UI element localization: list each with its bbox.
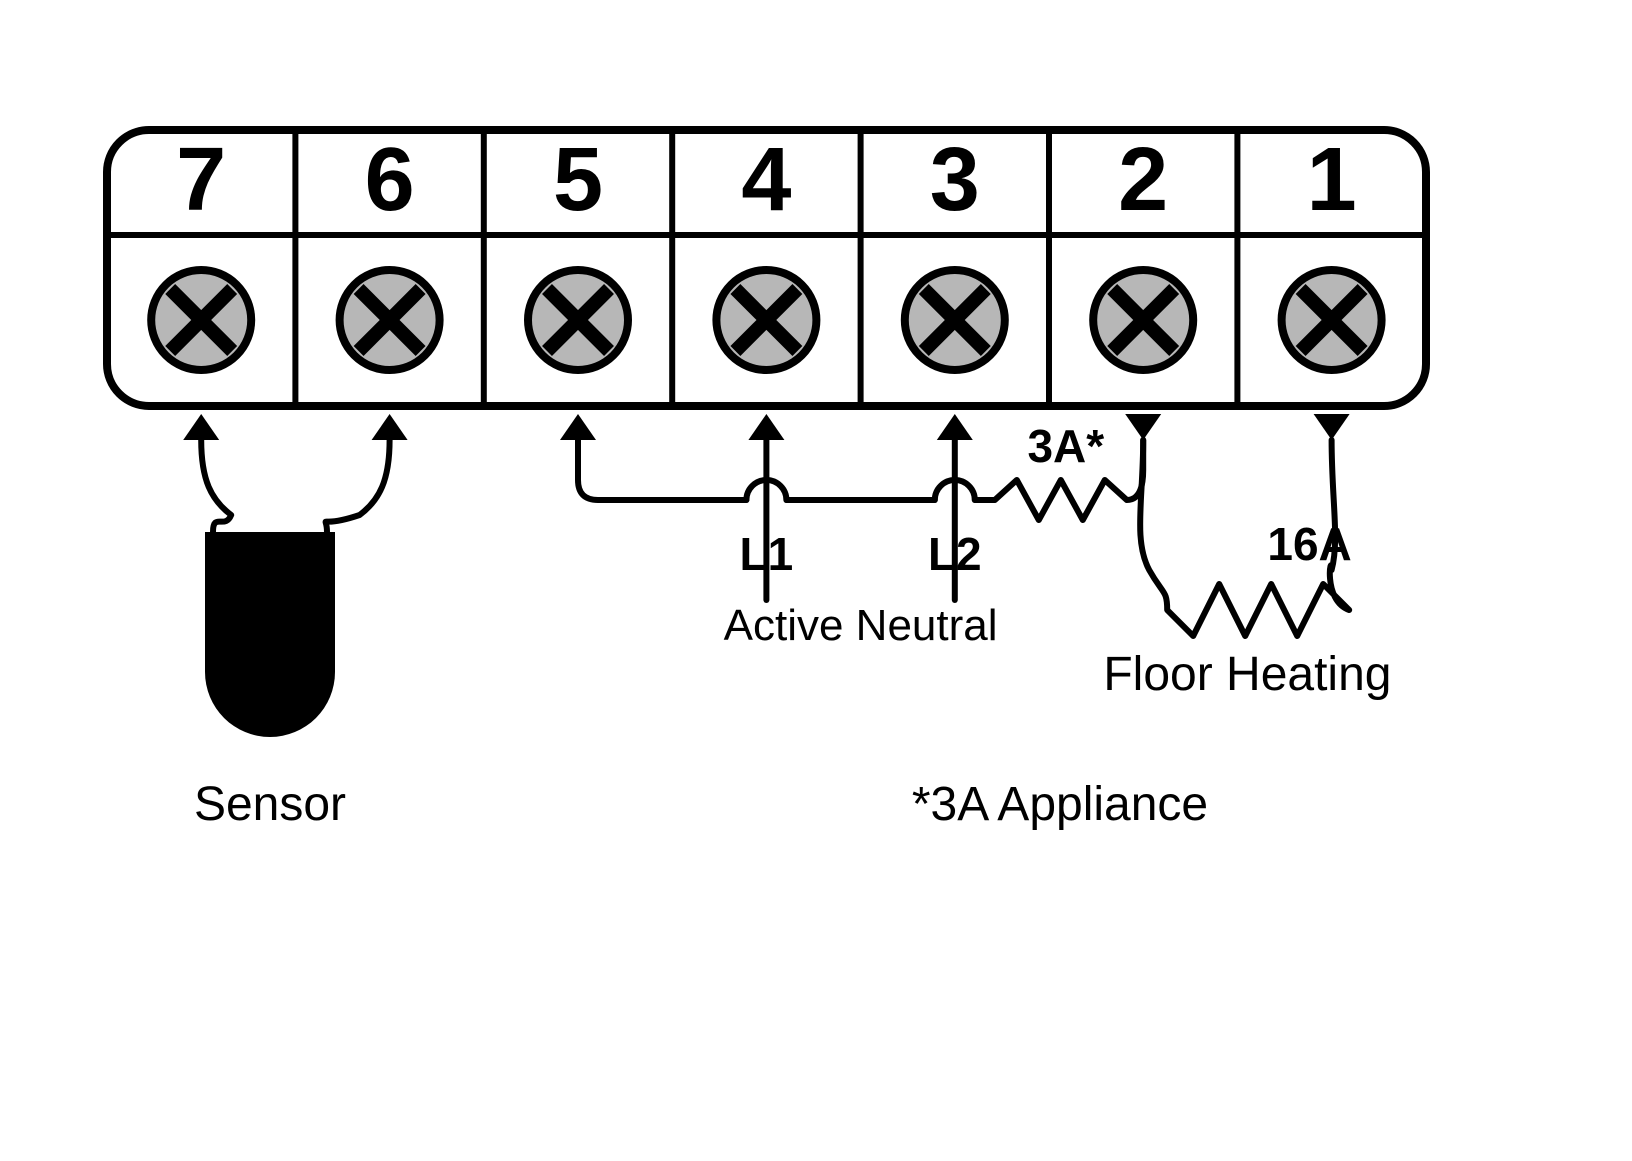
sensor-icon [205,532,335,737]
terminal-number: 4 [741,130,791,230]
arrowhead-icon [372,414,408,440]
label-appliance-note: *3A Appliance [912,778,1208,831]
wiring-diagram: 7 6 5 4 3 2 1 Sensor 3A* 16A L1 L2 Active Neutral Flo… [0,0,1632,1161]
arrowhead-icon [560,414,596,440]
terminal-number: 3 [930,130,980,230]
sensor-wire-7 [201,440,231,532]
label-3a: 3A* [1027,420,1104,472]
terminal-number: 2 [1118,130,1168,230]
label-L1: L1 [740,528,794,580]
label-L2: L2 [928,528,982,580]
terminal-number: 5 [553,130,603,230]
terminal-number: 7 [176,130,226,230]
arrowhead-icon [1125,414,1161,440]
arrowhead-icon [748,414,784,440]
sensor-label: Sensor [194,778,346,831]
terminal-number: 6 [365,130,415,230]
label-16a: 16A [1267,518,1351,570]
sensor-wire-6 [326,440,390,532]
label-active-neutral: Active Neutral [724,601,998,650]
arrowhead-icon [937,414,973,440]
loop-5-to-4-left [578,440,746,500]
terminal-number: 1 [1307,130,1357,230]
arrowhead-icon [183,414,219,440]
arrowhead-icon [1314,414,1350,440]
label-floor-heating: Floor Heating [1103,648,1391,701]
